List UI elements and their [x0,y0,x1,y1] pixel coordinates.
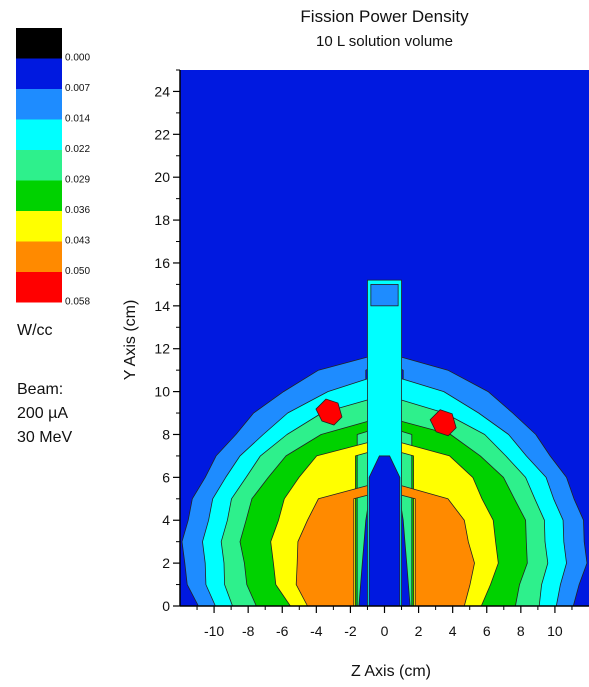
colorbar-label: 0.029 [65,175,90,186]
colorbar-label: 0.007 [65,83,90,94]
colorbar-label: 0.014 [65,114,90,125]
colorbar-label: 0.043 [65,236,90,247]
colorbar-label: 0.000 [65,53,90,64]
chart-subtitle: 10 L solution volume [315,33,454,50]
colorbar-swatch [16,89,62,120]
colorbar-swatch [16,180,62,211]
colorbar-label: 0.050 [65,266,90,277]
chart-title: Fission Power Density [300,7,469,26]
colorbar-swatch [16,241,62,272]
colorbar-label: 0.036 [65,205,90,216]
y-tick-label: 20 [154,169,170,185]
x-tick-label: -4 [310,623,323,639]
colorbar-swatch [16,150,62,181]
y-tick-label: 12 [154,341,170,357]
y-tick-label: 0 [162,598,170,614]
colorbar-label: 0.058 [65,297,90,308]
x-tick-label: -10 [204,623,224,639]
x-tick-label: 4 [449,623,457,639]
inner-channel-top [370,283,399,307]
colorbar-swatch [16,272,62,303]
colorbar-swatch [16,28,62,59]
colorbar-swatch [16,211,62,242]
y-tick-label: 16 [154,255,170,271]
x-tick-label: 0 [381,623,389,639]
x-tick-label: -2 [344,623,357,639]
x-axis-title: Z Axis (cm) [351,663,431,680]
beam-energy: 30 MeV [17,429,73,446]
x-tick-label: -8 [242,623,255,639]
core-region [368,455,401,607]
colorbar-legend: 0.000 0.007 0.014 0.022 0.029 0.036 0.043 0.050… [16,28,90,308]
x-tick-label: 10 [547,623,563,639]
y-tick-label: 22 [154,126,170,142]
legend-units: W/cc [17,322,53,339]
y-tick-label: 18 [154,212,170,228]
x-tick-label: 8 [517,623,525,639]
peak-region-0 [315,398,343,426]
chart-title-block: Fission Power Density 10 L solution volu… [180,6,589,52]
colorbar-swatch [16,119,62,150]
peak-region-1 [429,409,457,437]
y-axis-title: Y Axis (cm) [122,300,139,381]
x-tick-label: -6 [276,623,289,639]
y-tick-label: 24 [154,83,170,99]
y-tick-label: 6 [162,469,170,485]
beam-label: Beam: [17,381,64,398]
y-tick-label: 2 [162,555,170,571]
colorbar-swatch [16,58,62,89]
beam-current: 200 µA [17,405,69,422]
y-tick-label: 4 [162,512,170,528]
y-tick-label: 8 [162,426,170,442]
y-tick-label: 14 [154,298,170,314]
x-tick-label: 6 [483,623,491,639]
y-tick-label: 10 [154,384,170,400]
plot-area [180,70,589,607]
colorbar-label: 0.022 [65,144,90,155]
x-tick-label: 2 [415,623,423,639]
beam-info: Beam: 200 µA 30 MeV [17,378,72,450]
